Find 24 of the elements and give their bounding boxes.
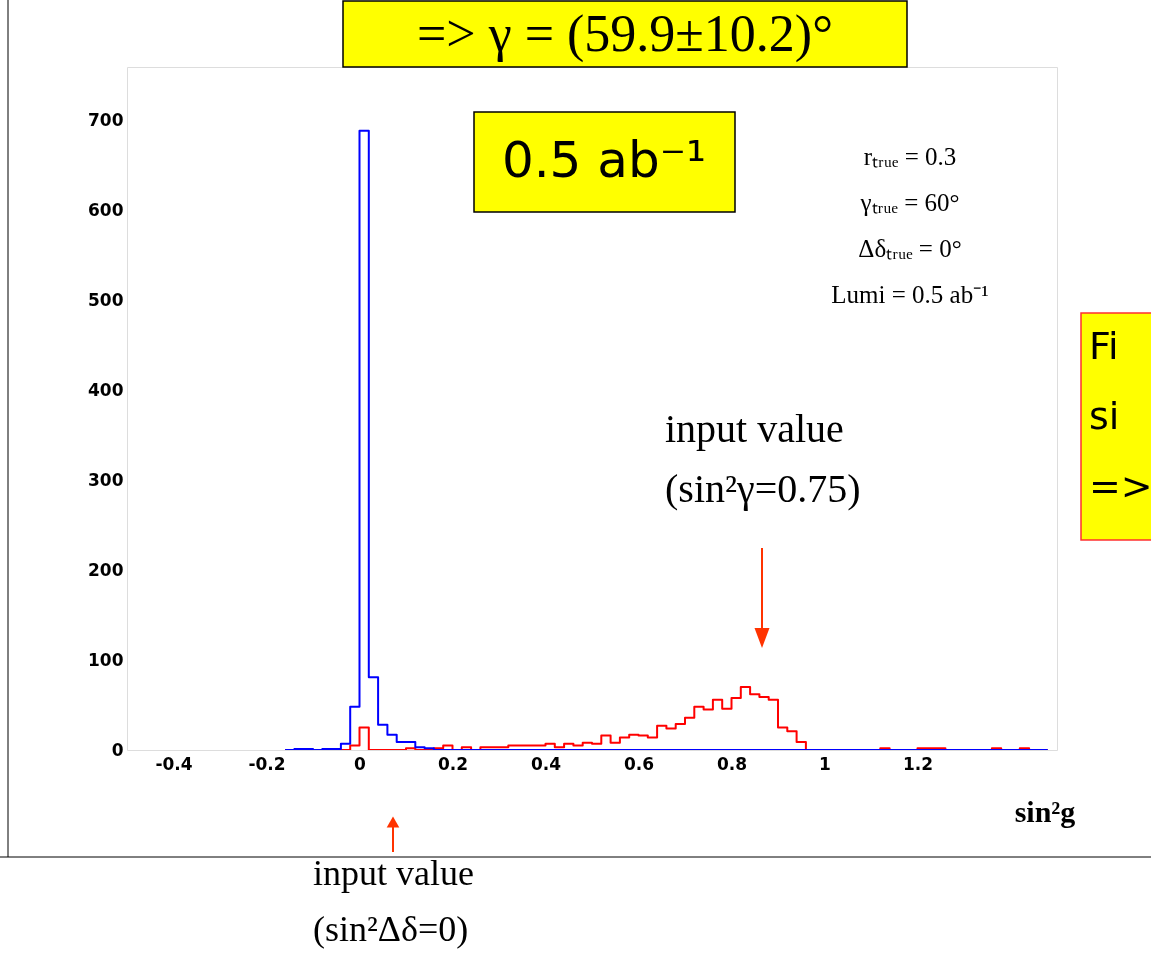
- y-tick-label: 600: [88, 200, 124, 221]
- x-tick-label: -0.4: [155, 753, 193, 774]
- chart-title: => γ = (59.9±10.2)°: [417, 5, 833, 63]
- x-axis-title: sin²g: [1014, 795, 1076, 828]
- x-tick-label: 0.4: [530, 753, 562, 774]
- x-tick-label: 0.8: [716, 753, 748, 774]
- annotation: 0.5 ab⁻¹: [501, 131, 707, 189]
- annotation: rₜᵣᵤₑ = 0.3 γₜᵣᵤₑ = 60° Δδₜᵣᵤₑ = 0° Lumi = 0.5 ab⁻¹: [831, 143, 989, 308]
- x-tick-label: 0.2: [437, 753, 469, 774]
- y-tick-label: 200: [88, 559, 124, 580]
- y-tick-label: 400: [88, 380, 124, 401]
- x-tick-label: -0.2: [248, 753, 286, 774]
- text: input value (sin²Δδ=0): [313, 853, 474, 949]
- y-tick-label: 0: [111, 739, 124, 760]
- x-tick-label: 1: [819, 753, 831, 774]
- y-tick-label: 700: [88, 110, 124, 131]
- y-tick-label: 300: [88, 469, 124, 490]
- annotation: input value (sin²γ=0.75): [665, 406, 861, 511]
- x-tick-label: 0: [354, 753, 367, 774]
- x-tick-label: 0.6: [623, 753, 655, 774]
- y-tick-label: 100: [88, 649, 124, 670]
- text: Fi si =>: [1089, 324, 1151, 508]
- x-tick-label: 1.2: [902, 753, 934, 774]
- y-tick-label: 500: [88, 290, 124, 311]
